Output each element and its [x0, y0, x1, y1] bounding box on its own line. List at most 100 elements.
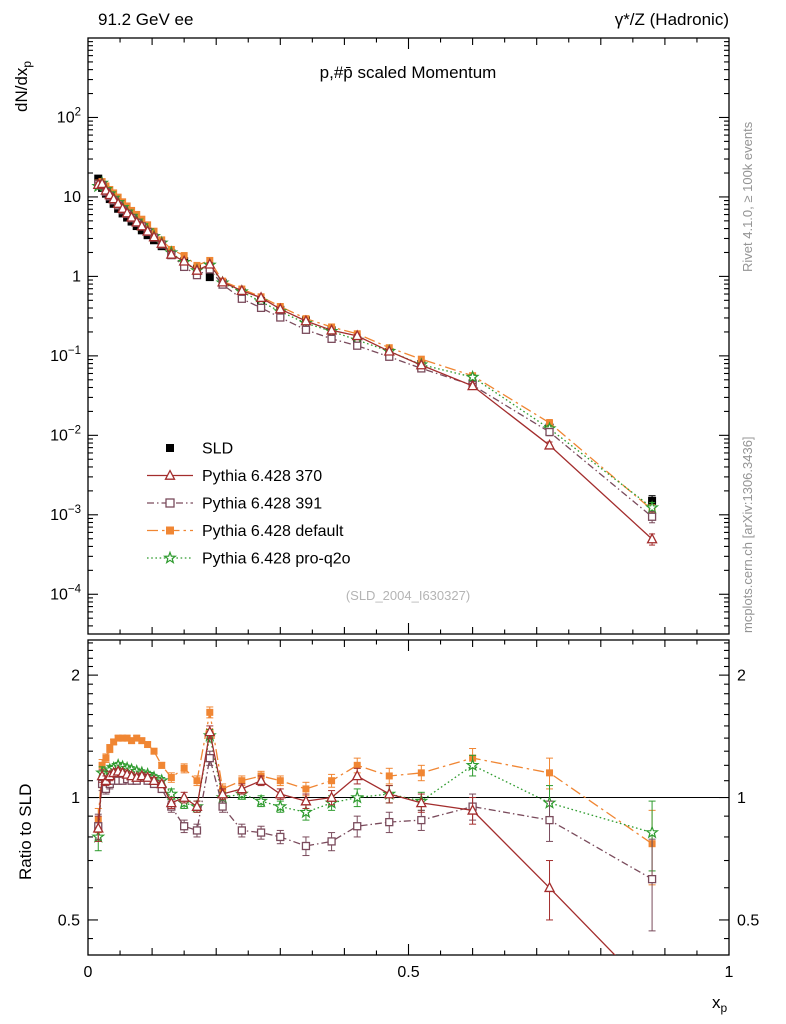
- data-point: [255, 291, 267, 303]
- data-point: [545, 815, 554, 825]
- y-axis-tick-label: 102: [57, 106, 81, 126]
- data-point: [165, 248, 177, 259]
- data-point: [126, 211, 138, 222]
- data-point: [238, 777, 246, 785]
- data-point: [206, 708, 214, 716]
- data-point: [385, 817, 394, 827]
- series-main-pythia-6-428-370: [92, 177, 658, 546]
- data-point: [276, 313, 285, 322]
- legend-entry-pythia-6-428-pro-q2o: Pythia 6.428 pro-q2o: [147, 551, 351, 568]
- data-point: [327, 837, 336, 846]
- legend-label: Pythia 6.428 pro-q2o: [202, 551, 351, 568]
- data-point: [351, 329, 363, 341]
- y-axis-label-ratio: Ratio to SLD: [16, 784, 35, 880]
- data-point: [417, 769, 425, 777]
- data-point: [205, 273, 214, 282]
- data-point: [167, 774, 175, 782]
- data-point: [156, 777, 168, 789]
- data-point: [353, 761, 361, 769]
- data-point: [179, 822, 189, 831]
- data-point: [136, 769, 148, 781]
- data-point: [546, 769, 554, 777]
- data-point: [180, 764, 188, 772]
- data-point: [383, 787, 395, 799]
- data-point: [217, 275, 229, 287]
- data-point: [191, 264, 203, 275]
- data-point: [165, 498, 175, 508]
- y-axis-label-base: dN/dx: [12, 67, 31, 112]
- data-point: [328, 777, 336, 785]
- data-point: [254, 793, 269, 808]
- data-point: [543, 881, 556, 893]
- mcplots-credit: mcplots.cern.ch [arXiv:1306.3436]: [740, 436, 755, 633]
- data-point: [236, 284, 248, 296]
- data-point: [156, 237, 168, 248]
- y-axis-tick-label: 10−4: [50, 583, 82, 603]
- data-point: [236, 782, 248, 794]
- legend-entry-sld: SLD: [166, 441, 233, 458]
- data-point: [204, 257, 216, 269]
- data-point: [133, 734, 141, 742]
- data-point: [274, 302, 286, 314]
- y-axis-label-main: dN/dxp: [12, 61, 34, 112]
- series-ratio-pythia-6-428-370: [92, 725, 616, 955]
- data-point: [415, 796, 427, 808]
- x-axis-tick-label: 1: [725, 964, 734, 981]
- data-point: [467, 804, 479, 815]
- data-point: [138, 737, 146, 745]
- ratio-tick-label-right: 0.5: [737, 912, 759, 929]
- data-point: [142, 224, 154, 236]
- data-point: [417, 815, 426, 825]
- data-point: [119, 734, 127, 742]
- data-point: [114, 734, 122, 742]
- data-point: [327, 334, 336, 343]
- data-point: [128, 737, 136, 745]
- data-point: [162, 550, 178, 564]
- series-main-sld: [94, 174, 657, 508]
- data-point: [123, 734, 131, 742]
- legend-label: Pythia 6.428 default: [202, 523, 344, 540]
- data-point: [96, 177, 108, 189]
- data-point: [164, 469, 176, 480]
- data-point: [136, 219, 148, 231]
- data-point: [131, 215, 143, 227]
- data-point: [117, 202, 129, 213]
- data-point: [144, 741, 152, 749]
- data-point: [351, 769, 363, 781]
- ratio-tick-label-right: 2: [737, 668, 746, 685]
- data-point: [353, 822, 362, 831]
- process-label: γ*/Z (Hadronic): [615, 10, 729, 29]
- x-axis-label: xp: [712, 993, 728, 1015]
- legend-entry-pythia-6-428-370: Pythia 6.428 370: [147, 468, 322, 485]
- data-point: [165, 796, 177, 808]
- x-axis-tick-label: 0: [84, 964, 93, 981]
- ratio-tick-label-right: 1: [737, 790, 746, 807]
- data-point: [646, 532, 658, 544]
- data-point: [150, 747, 158, 755]
- y-axis-tick-label: 10−3: [50, 504, 81, 524]
- data-point: [276, 832, 285, 842]
- data-point: [326, 323, 338, 335]
- series-line: [97, 182, 653, 509]
- data-point: [383, 344, 395, 356]
- data-point: [302, 785, 310, 793]
- data-point: [218, 802, 227, 811]
- data-point: [545, 427, 554, 437]
- data-point: [256, 303, 266, 313]
- data-point: [191, 800, 203, 811]
- beam-energy-label: 91.2 GeV ee: [98, 10, 193, 29]
- data-point: [217, 787, 229, 799]
- data-point: [273, 799, 288, 813]
- data-point: [256, 828, 266, 837]
- axes: 10−4 10−3 10−2 10−1 1 10 102 0.5 0.5 1 1 2 2 0 0.5 1: [50, 38, 759, 981]
- data-point: [108, 192, 120, 204]
- data-point: [158, 761, 166, 769]
- data-point: [204, 725, 216, 737]
- x-axis-label-sub: p: [721, 1001, 728, 1015]
- y-axis-tick-label: 10: [63, 189, 81, 206]
- data-point: [166, 444, 174, 452]
- legend-entry-pythia-6-428-391: Pythia 6.428 391: [147, 496, 322, 513]
- series-ratio-pythia-6-428-391: [94, 750, 657, 932]
- data-point: [102, 754, 110, 762]
